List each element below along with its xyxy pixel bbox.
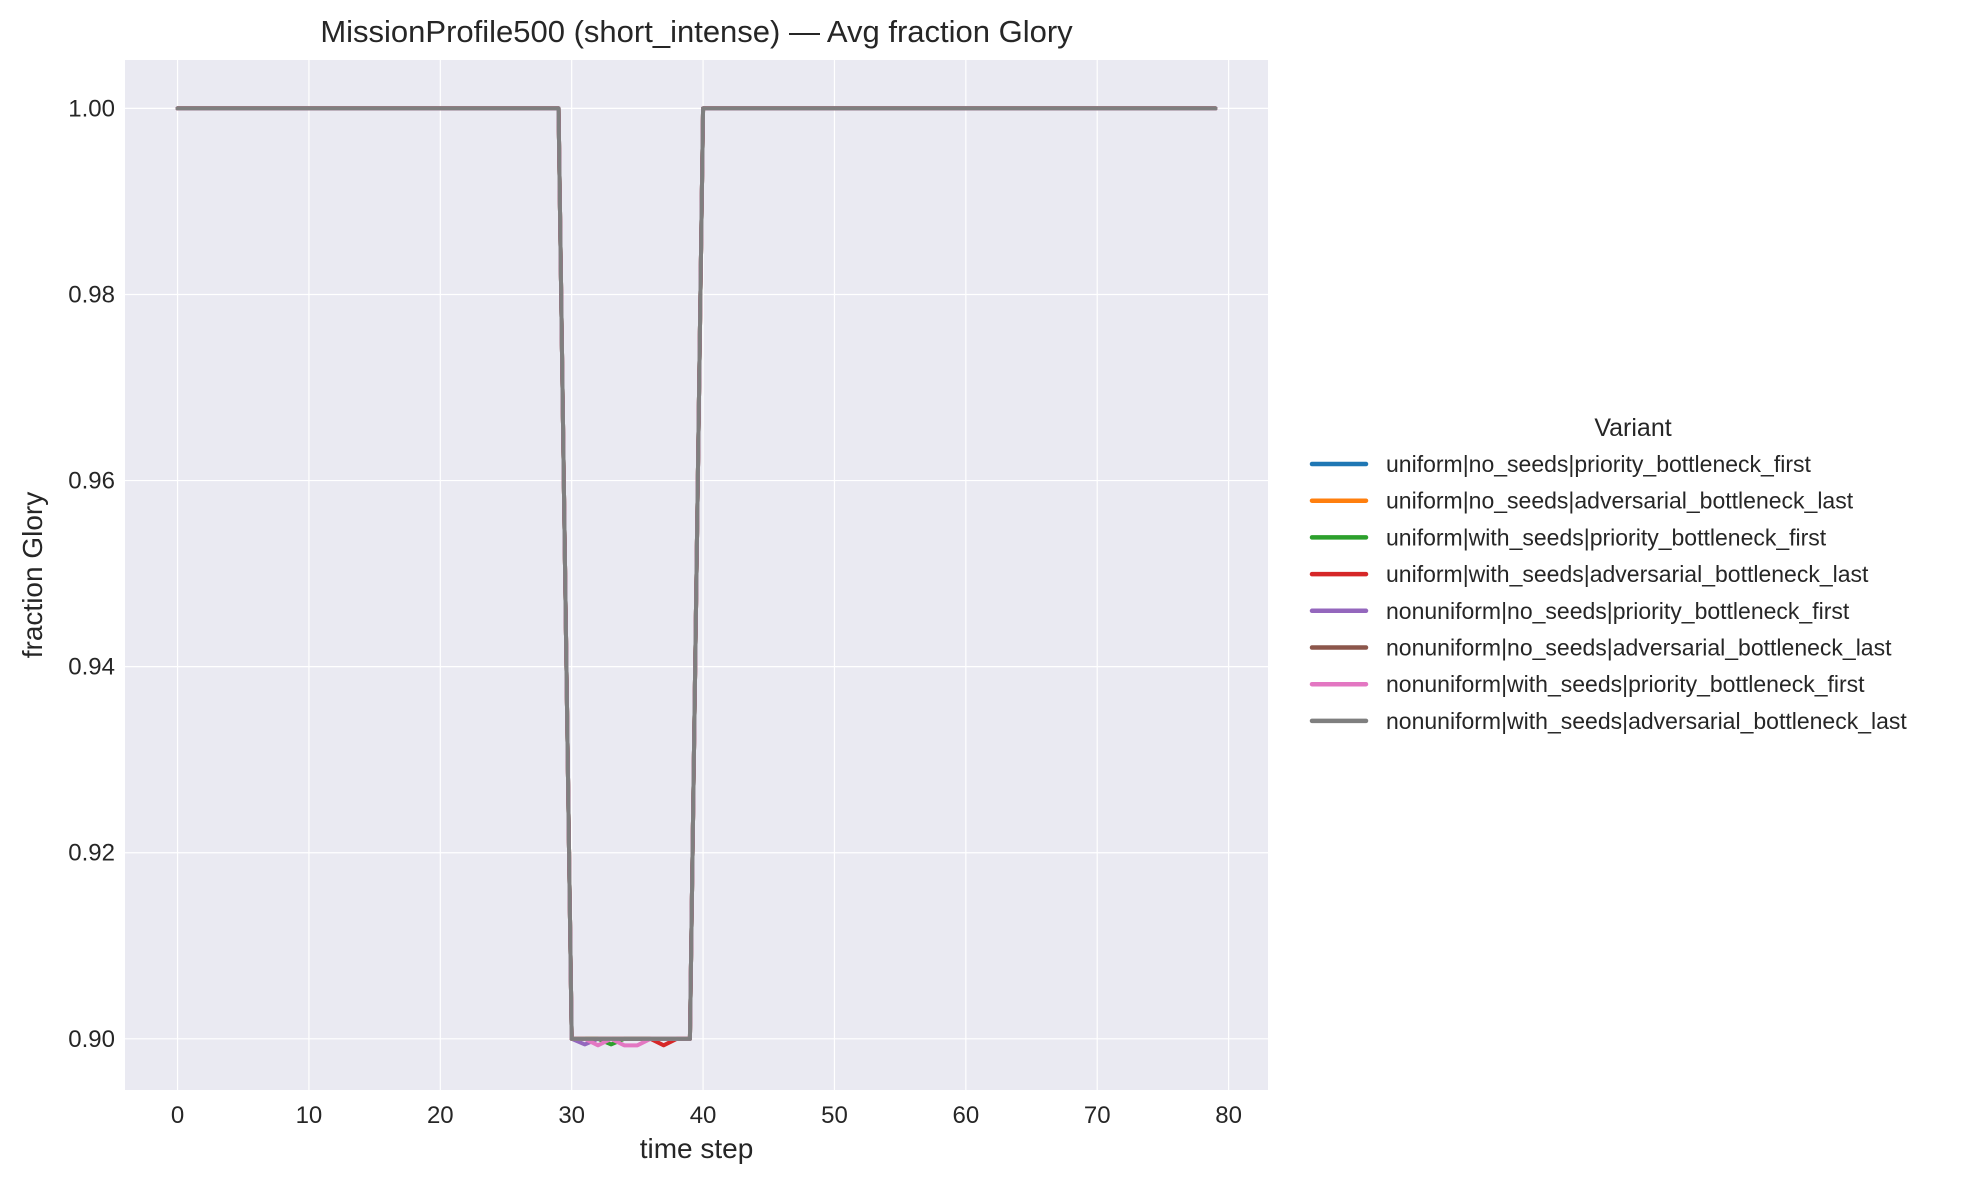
x-tick-label: 30	[558, 1102, 585, 1129]
x-tick-label: 70	[1084, 1102, 1111, 1129]
x-tick-label: 60	[952, 1102, 979, 1129]
legend-item: nonuniform|with_seeds|adversarial_bottle…	[1309, 708, 1907, 734]
legend-items: uniform|no_seeds|priority_bottleneck_fir…	[1309, 451, 1907, 734]
legend-item: uniform|no_seeds|adversarial_bottleneck_…	[1309, 488, 1854, 514]
y-axis-ticks: 0.90 0.92 0.94 0.96 0.98 1.00	[68, 95, 115, 1052]
legend-label: uniform|no_seeds|priority_bottleneck_fir…	[1386, 451, 1811, 477]
y-tick-label: 1.00	[68, 95, 115, 122]
legend-label: uniform|with_seeds|priority_bottleneck_f…	[1386, 524, 1827, 550]
legend-label: nonuniform|with_seeds|adversarial_bottle…	[1386, 708, 1907, 734]
legend-item: nonuniform|no_seeds|priority_bottleneck_…	[1309, 598, 1850, 624]
x-axis-ticks: 0 10 20 30 40 50 60 70 80	[171, 1102, 1242, 1129]
x-tick-label: 10	[296, 1102, 323, 1129]
legend-item: nonuniform|no_seeds|adversarial_bottlene…	[1309, 635, 1892, 661]
series-layer	[175, 106, 1218, 1048]
legend: Variant uniform|no_seeds|priority_bottle…	[1309, 414, 1907, 734]
x-tick-label: 0	[171, 1102, 184, 1129]
x-tick-label: 80	[1215, 1102, 1242, 1129]
legend-label: nonuniform|no_seeds|priority_bottleneck_…	[1386, 598, 1850, 624]
y-tick-label: 0.98	[68, 281, 115, 308]
y-tick-label: 0.90	[68, 1026, 115, 1053]
legend-item: uniform|no_seeds|priority_bottleneck_fir…	[1309, 451, 1811, 477]
y-axis-label: fraction Glory	[17, 492, 48, 659]
legend-item: uniform|with_seeds|priority_bottleneck_f…	[1309, 524, 1827, 550]
chart-title: MissionProfile500 (short_intense) — Avg …	[320, 14, 1073, 49]
x-tick-label: 40	[690, 1102, 717, 1129]
legend-item: nonuniform|with_seeds|priority_bottlenec…	[1309, 671, 1865, 697]
x-tick-label: 20	[427, 1102, 454, 1129]
series-line-8	[175, 106, 1218, 1041]
y-tick-label: 0.96	[68, 468, 115, 495]
legend-label: uniform|no_seeds|adversarial_bottleneck_…	[1386, 488, 1854, 514]
x-tick-label: 50	[821, 1102, 848, 1129]
y-tick-label: 0.94	[68, 654, 115, 681]
legend-label: uniform|with_seeds|adversarial_bottlenec…	[1386, 561, 1869, 587]
legend-label: nonuniform|no_seeds|adversarial_bottlene…	[1386, 635, 1892, 661]
y-tick-label: 0.92	[68, 840, 115, 867]
x-axis-label: time step	[640, 1133, 754, 1164]
legend-label: nonuniform|with_seeds|priority_bottlenec…	[1386, 671, 1865, 697]
legend-item: uniform|with_seeds|adversarial_bottlenec…	[1309, 561, 1869, 587]
legend-title: Variant	[1594, 414, 1671, 442]
